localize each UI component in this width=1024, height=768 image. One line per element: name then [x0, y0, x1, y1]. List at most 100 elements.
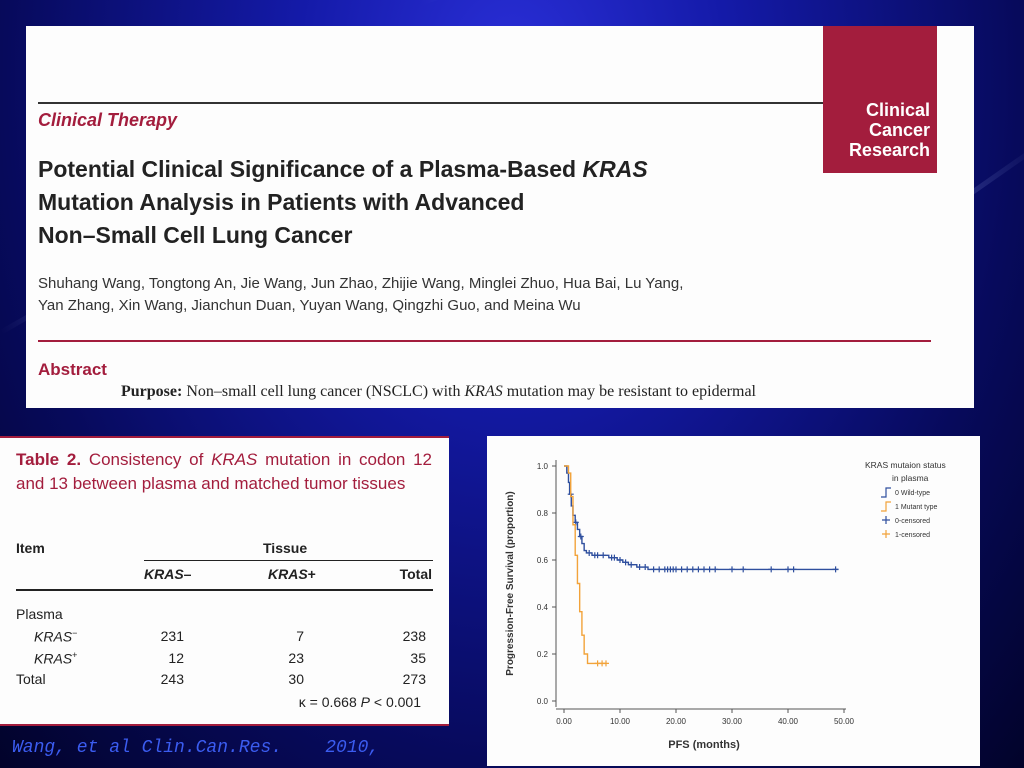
col-header-gene: KRAS [144, 566, 184, 582]
tissue-rule [144, 560, 433, 561]
caption-gene: KRAS [211, 450, 258, 469]
censor-mark [586, 549, 593, 556]
x-tick-label: 30.00 [722, 717, 743, 726]
censor-mark [594, 552, 601, 559]
row-label: Total [16, 671, 46, 687]
legend-entry: 0-censored [895, 518, 930, 525]
legend-line-icon [881, 501, 891, 512]
censor-mark [701, 566, 707, 573]
journal-logo-line: Cancer [868, 120, 930, 140]
header-rule [16, 589, 433, 591]
background-streak [420, 0, 986, 6]
x-tick-label: 0.00 [556, 717, 572, 726]
abstract-purpose: Purpose: Non–small cell lung cancer (NSC… [121, 383, 756, 401]
censor-mark [656, 566, 663, 573]
legend-title: KRAS mutaion status [865, 460, 946, 470]
group-label: Plasma [16, 606, 63, 622]
col-header-total: Total [399, 566, 432, 582]
censor-mark [628, 561, 635, 568]
purpose-gene: KRAS [464, 383, 503, 400]
row-label: KRAS+ [34, 650, 77, 667]
censor-mark [642, 564, 649, 571]
y-tick-label: 1.0 [537, 462, 549, 471]
consistency-table: Table 2. Consistency of KRAS mutation in… [0, 436, 449, 726]
tissue-header: Tissue [263, 540, 308, 556]
y-tick-label: 0.8 [537, 509, 549, 518]
censor-mark [617, 557, 623, 563]
item-header: Item [16, 540, 45, 556]
kappa-text: κ = 0.668 [298, 694, 361, 710]
y-tick-label: 0.0 [537, 697, 549, 706]
y-tick-label: 0.4 [537, 603, 549, 612]
censor-mark [785, 566, 791, 573]
table-caption: Table 2. Consistency of KRAS mutation in… [16, 448, 432, 496]
caption-text: mutation in codon 12 and 13 between plas… [16, 450, 432, 493]
censor-mark [832, 566, 839, 573]
abstract-rule [38, 340, 931, 342]
row-label-sup: − [72, 628, 78, 638]
table-cell: 273 [402, 671, 426, 687]
censor-mark [684, 566, 691, 573]
legend-line-icon [881, 487, 891, 498]
abstract-heading: Abstract [38, 360, 107, 379]
table-cell: 30 [288, 671, 304, 687]
author-list: Shuhang Wang, Tongtong An, Jie Wang, Jun… [38, 273, 683, 317]
title-gene: KRAS [582, 156, 648, 182]
title-line: Mutation Analysis in Patients with Advan… [38, 186, 648, 219]
article-title: Potential Clinical Significance of a Pla… [38, 153, 648, 252]
table-number: Table 2. [16, 450, 82, 469]
title-text: Mutation Analysis in Patients with Advan… [38, 189, 525, 215]
row-label-text: KRAS [34, 650, 73, 667]
legend-censor-icon [882, 530, 890, 538]
col-header-gene: KRAS [268, 566, 308, 582]
row-label-text: KRAS [34, 628, 73, 645]
p-symbol: P [360, 694, 370, 710]
censor-mark [636, 564, 643, 571]
y-tick-label: 0.6 [537, 556, 549, 565]
y-tick-label: 0.2 [537, 650, 549, 659]
title-text: Non–Small Cell Lung Cancer [38, 222, 353, 248]
legend-censor-icon [882, 516, 890, 524]
legend-entry: 0 Wild-type [895, 490, 930, 497]
col-header-suffix: – [183, 566, 192, 582]
table-cell: 23 [288, 650, 304, 666]
title-text: Potential Clinical Significance of a Pla… [38, 156, 583, 182]
x-tick-label: 20.00 [666, 717, 687, 726]
legend-entry: 1-censored [895, 532, 930, 539]
table-cell: 12 [168, 650, 184, 666]
censor-mark [729, 566, 735, 573]
journal-logo-line: Clinical [865, 100, 930, 120]
purpose-text: Non–small cell lung cancer (NSCLC) with [186, 383, 461, 400]
table-cell: 231 [160, 628, 184, 644]
censor-mark [678, 566, 685, 573]
author-line: Shuhang Wang, Tongtong An, Jie Wang, Jun… [38, 275, 684, 292]
censor-mark [712, 566, 719, 573]
top-rule [38, 102, 823, 104]
citation: Wang, et al Clin.Can.Res. 2010, [12, 738, 380, 758]
censor-mark [577, 533, 584, 540]
row-label: KRAS− [34, 628, 77, 645]
title-line: Potential Clinical Significance of a Pla… [38, 153, 648, 186]
censor-mark [706, 566, 713, 573]
table-footnote: κ = 0.668 P < 0.001 [220, 694, 421, 710]
km-chart: 0.0 0.2 0.4 0.6 0.8 1.0 0.00 10.00 20.00 30.00 40.… [505, 460, 946, 751]
censor-mark [600, 552, 607, 559]
author-line: Yan Zhang, Xin Wang, Jianchun Duan, Yuya… [38, 297, 581, 314]
censor-mark [650, 566, 657, 573]
censor-mark [689, 566, 696, 573]
legend-title: in plasma [892, 473, 929, 483]
km-chart-panel: 0.0 0.2 0.4 0.6 0.8 1.0 0.00 10.00 20.00 30.00 40.… [487, 436, 980, 766]
table-cell: 238 [402, 628, 426, 644]
censor-mark [695, 566, 702, 573]
censor-mark [768, 566, 775, 573]
table-cell: 7 [296, 628, 304, 644]
censor-mark [790, 566, 797, 573]
section-label: Clinical Therapy [38, 110, 178, 130]
p-value: < 0.001 [370, 694, 421, 710]
title-line: Non–Small Cell Lung Cancer [38, 219, 648, 252]
purpose-label: Purpose: [121, 383, 183, 400]
censor-mark [611, 554, 618, 561]
x-tick-label: 50.00 [834, 717, 855, 726]
legend-entry: 1 Mutant type [895, 504, 938, 511]
paper-header-panel: Clinical Cancer Research Clinical Therap… [26, 26, 974, 408]
